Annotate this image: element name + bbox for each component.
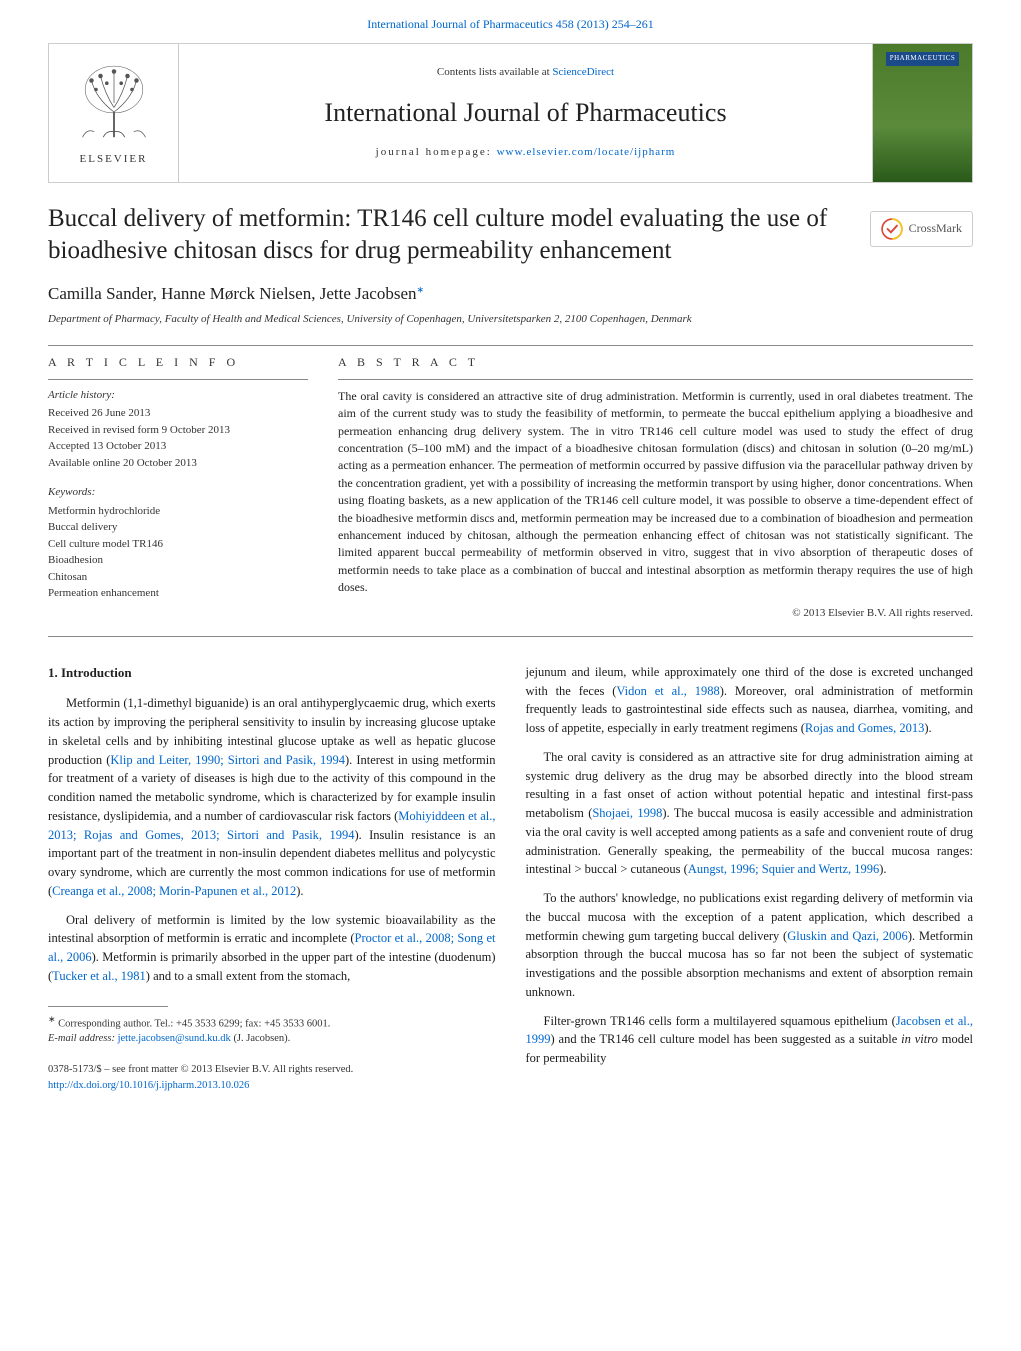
corresponding-marker: ∗: [417, 284, 425, 294]
right-para-4: Filter-grown TR146 cells form a multilay…: [526, 1012, 974, 1068]
keywords-body: Metformin hydrochloride Buccal delivery …: [48, 503, 308, 602]
abstract-heading: A B S T R A C T: [338, 354, 973, 371]
contents-available-line: Contents lists available at ScienceDirec…: [437, 65, 614, 80]
crossmark-icon: [881, 218, 903, 240]
article-info-heading: A R T I C L E I N F O: [48, 354, 308, 371]
cover-label: PHARMACEUTICS: [886, 52, 960, 66]
history-body: Received 26 June 2013 Received in revise…: [48, 405, 308, 471]
doi-link[interactable]: http://dx.doi.org/10.1016/j.ijpharm.2013…: [48, 1080, 249, 1091]
footnote-marker: ∗: [48, 1014, 56, 1024]
affiliation: Department of Pharmacy, Faculty of Healt…: [48, 312, 973, 327]
corresponding-footnote: ∗ Corresponding author. Tel.: +45 3533 6…: [48, 1013, 496, 1047]
text-italic: in vitro: [901, 1032, 938, 1046]
citation-link[interactable]: Creanga et al., 2008; Morin-Papunen et a…: [52, 884, 296, 898]
citation-link[interactable]: Tucker et al., 1981: [52, 969, 146, 983]
elsevier-logo-block: ELSEVIER: [49, 44, 179, 182]
article-title: Buccal delivery of metformin: TR146 cell…: [48, 203, 850, 268]
journal-citation-link[interactable]: International Journal of Pharmaceutics 4…: [367, 17, 654, 31]
journal-cover-thumbnail: PHARMACEUTICS: [872, 44, 972, 182]
right-column: jejunum and ileum, while approximately o…: [526, 663, 974, 1094]
journal-citation-header: International Journal of Pharmaceutics 4…: [0, 0, 1021, 43]
abstract-body: The oral cavity is considered an attract…: [338, 388, 973, 597]
info-abstract-row: A R T I C L E I N F O Article history: R…: [48, 354, 973, 622]
email-label: E-mail address:: [48, 1033, 118, 1044]
text: ) and the TR146 cell culture model has b…: [551, 1032, 902, 1046]
article-content: Buccal delivery of metformin: TR146 cell…: [48, 203, 973, 1094]
abstract-divider: [338, 379, 973, 380]
sciencedirect-link[interactable]: ScienceDirect: [552, 66, 614, 78]
journal-name: International Journal of Pharmaceutics: [324, 95, 726, 131]
history-label: Article history:: [48, 388, 308, 403]
text: ).: [296, 884, 303, 898]
journal-masthead: ELSEVIER Contents lists available at Sci…: [48, 43, 973, 183]
right-para-3: To the authors' knowledge, no publicatio…: [526, 889, 974, 1002]
divider-top: [48, 345, 973, 346]
citation-link[interactable]: Gluskin and Qazi, 2006: [787, 929, 908, 943]
left-column: 1. Introduction Metformin (1,1-dimethyl …: [48, 663, 496, 1094]
footer-copyright: 0378-5173/$ – see front matter © 2013 El…: [48, 1062, 496, 1078]
page-footer: 0378-5173/$ – see front matter © 2013 El…: [48, 1062, 496, 1094]
citation-link[interactable]: Aungst, 1996; Squier and Wertz, 1996: [688, 862, 879, 876]
title-row: Buccal delivery of metformin: TR146 cell…: [48, 203, 973, 268]
article-info-block: A R T I C L E I N F O Article history: R…: [48, 354, 308, 622]
homepage-prefix: journal homepage:: [376, 146, 497, 158]
citation-link[interactable]: Rojas and Gomes, 2013: [805, 721, 924, 735]
contents-prefix: Contents lists available at: [437, 66, 552, 78]
left-para-2: Oral delivery of metformin is limited by…: [48, 911, 496, 986]
elsevier-tree-icon: [69, 58, 159, 148]
crossmark-badge[interactable]: CrossMark: [870, 211, 973, 247]
keywords-label: Keywords:: [48, 485, 308, 500]
corresponding-email-link[interactable]: jette.jacobsen@sund.ku.dk: [118, 1033, 231, 1044]
citation-link[interactable]: Klip and Leiter, 1990; Sirtori and Pasik…: [110, 753, 345, 767]
text: ) and to a small extent from the stomach…: [146, 969, 350, 983]
abstract-block: A B S T R A C T The oral cavity is consi…: [338, 354, 973, 622]
authors-names: Camilla Sander, Hanne Mørck Nielsen, Jet…: [48, 284, 417, 303]
divider-bottom: [48, 636, 973, 637]
body-two-columns: 1. Introduction Metformin (1,1-dimethyl …: [48, 663, 973, 1094]
crossmark-label: CrossMark: [909, 220, 962, 237]
text: Filter-grown TR146 cells form a multilay…: [544, 1014, 896, 1028]
right-para-2: The oral cavity is considered as an attr…: [526, 748, 974, 879]
abstract-copyright: © 2013 Elsevier B.V. All rights reserved…: [338, 606, 973, 621]
footnote-text: Corresponding author. Tel.: +45 3533 629…: [56, 1018, 331, 1029]
citation-link[interactable]: Vidon et al., 1988: [616, 684, 719, 698]
keywords-block: Keywords: Metformin hydrochloride Buccal…: [48, 485, 308, 601]
journal-homepage-link[interactable]: www.elsevier.com/locate/ijpharm: [497, 146, 676, 158]
text: ).: [879, 862, 886, 876]
right-para-1: jejunum and ileum, while approximately o…: [526, 663, 974, 738]
left-para-1: Metformin (1,1-dimethyl biguanide) is an…: [48, 694, 496, 900]
email-suffix: (J. Jacobsen).: [231, 1033, 290, 1044]
footnote-rule: [48, 1006, 168, 1007]
info-divider-1: [48, 379, 308, 380]
citation-link[interactable]: Shojaei, 1998: [592, 806, 662, 820]
masthead-center: Contents lists available at ScienceDirec…: [179, 44, 872, 182]
section-1-heading: 1. Introduction: [48, 663, 496, 683]
authors-line: Camilla Sander, Hanne Mørck Nielsen, Jet…: [48, 282, 973, 306]
text: ).: [924, 721, 931, 735]
homepage-line: journal homepage: www.elsevier.com/locat…: [376, 145, 676, 160]
elsevier-wordmark: ELSEVIER: [80, 152, 148, 167]
